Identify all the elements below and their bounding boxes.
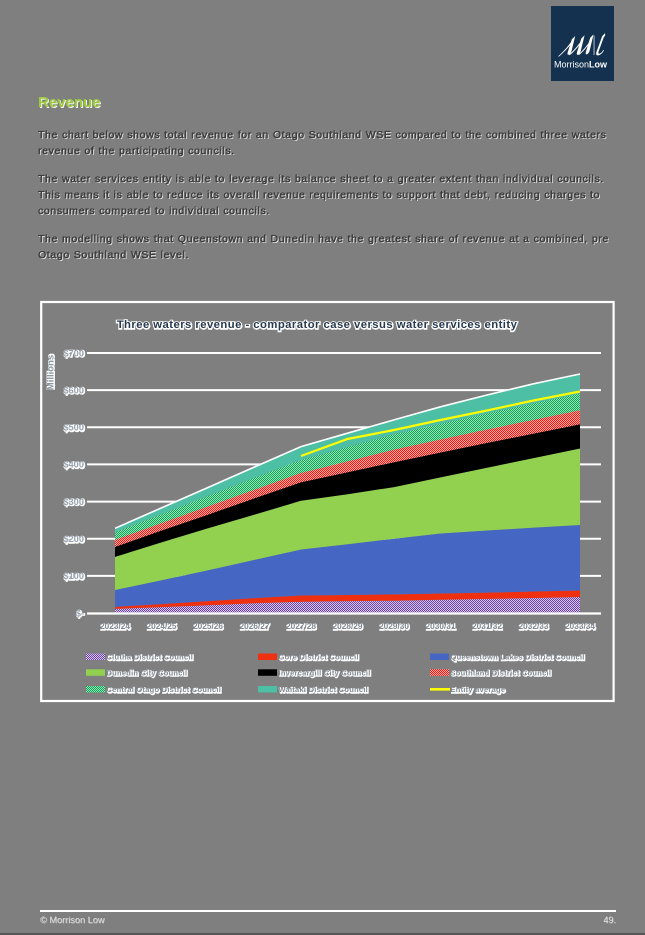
svg-text:Southland District Council: Southland District Council <box>451 669 552 678</box>
svg-text:2030/31: 2030/31 <box>426 622 456 632</box>
svg-text:Invercargill City Council: Invercargill City Council <box>279 669 371 678</box>
svg-text:$300: $300 <box>63 497 84 507</box>
svg-text:2030/31: 2030/31 <box>426 621 456 631</box>
svg-text:Waitaki District Council: Waitaki District Council <box>279 686 369 695</box>
svg-text:Queenstown Lakes District Coun: Queenstown Lakes District Council <box>451 653 585 662</box>
svg-text:Millions: Millions <box>46 354 57 389</box>
svg-text:2033/34: 2033/34 <box>566 622 596 632</box>
svg-text:Central Otago District Council: Central Otago District Council <box>107 685 222 694</box>
svg-text:MorrisonLow: MorrisonLow <box>554 60 608 70</box>
svg-text:Gore District Council: Gore District Council <box>279 653 359 662</box>
svg-text:2024/25: 2024/25 <box>147 621 177 631</box>
svg-text:2026/27: 2026/27 <box>240 622 270 632</box>
svg-text:Dunedin City Council: Dunedin City Council <box>107 669 188 678</box>
svg-text:$100: $100 <box>64 572 85 582</box>
svg-text:Central Otago District Council: Central Otago District Council <box>107 686 222 695</box>
svg-text:2023/24: 2023/24 <box>100 621 130 631</box>
svg-text:2028/29: 2028/29 <box>333 622 363 632</box>
svg-text:$100: $100 <box>63 571 84 581</box>
svg-text:2027/28: 2027/28 <box>287 622 317 632</box>
svg-text:Waitaki District Council: Waitaki District Council <box>279 685 369 694</box>
svg-text:Invercargill City Council: Invercargill City Council <box>279 669 371 678</box>
svg-text:Millions: Millions <box>46 355 57 390</box>
svg-text:$600: $600 <box>64 386 85 396</box>
svg-text:2031/32: 2031/32 <box>472 621 502 631</box>
svg-text:2026/27: 2026/27 <box>240 621 270 631</box>
svg-text:$500: $500 <box>63 423 84 433</box>
svg-text:$500: $500 <box>64 423 85 433</box>
svg-text:2031/32: 2031/32 <box>473 622 503 632</box>
svg-text:Three waters revenue - compara: Three waters revenue - comparator case v… <box>117 319 518 331</box>
svg-text:Southland District Council: Southland District Council <box>451 669 552 678</box>
svg-text:2029/30: 2029/30 <box>380 622 410 632</box>
svg-text:Gore District Council: Gore District Council <box>279 653 359 662</box>
svg-text:$-: $- <box>76 608 84 618</box>
svg-text:2025/26: 2025/26 <box>194 622 224 632</box>
svg-text:2024/25: 2024/25 <box>147 622 177 632</box>
svg-text:$700: $700 <box>63 348 84 358</box>
svg-text:2029/30: 2029/30 <box>379 621 409 631</box>
svg-text:2025/26: 2025/26 <box>193 621 223 631</box>
svg-text:Clutha District Council: Clutha District Council <box>107 653 194 662</box>
svg-text:$300: $300 <box>64 498 85 508</box>
svg-text:$400: $400 <box>63 460 84 470</box>
svg-text:2032/33: 2032/33 <box>519 622 549 632</box>
svg-text:$700: $700 <box>64 349 85 359</box>
svg-text:Queenstown Lakes District Coun: Queenstown Lakes District Council <box>451 653 585 662</box>
svg-text:$600: $600 <box>63 385 84 395</box>
svg-text:$200: $200 <box>63 534 84 544</box>
svg-text:Three waters revenue - compara: Three waters revenue - comparator case v… <box>117 319 518 331</box>
svg-text:2032/33: 2032/33 <box>519 621 549 631</box>
svg-text:2027/28: 2027/28 <box>286 621 316 631</box>
svg-text:2023/24: 2023/24 <box>101 622 131 632</box>
svg-text:2028/29: 2028/29 <box>333 621 363 631</box>
svg-text:$200: $200 <box>64 535 85 545</box>
svg-text:Dunedin City Council: Dunedin City Council <box>107 669 188 678</box>
svg-text:Clutha District Council: Clutha District Council <box>107 653 194 662</box>
svg-text:2033/34: 2033/34 <box>565 621 595 631</box>
svg-text:Entity average: Entity average <box>451 686 506 695</box>
svg-text:$-: $- <box>77 609 85 619</box>
svg-text:$400: $400 <box>64 461 85 471</box>
svg-text:Entity average: Entity average <box>451 685 506 694</box>
